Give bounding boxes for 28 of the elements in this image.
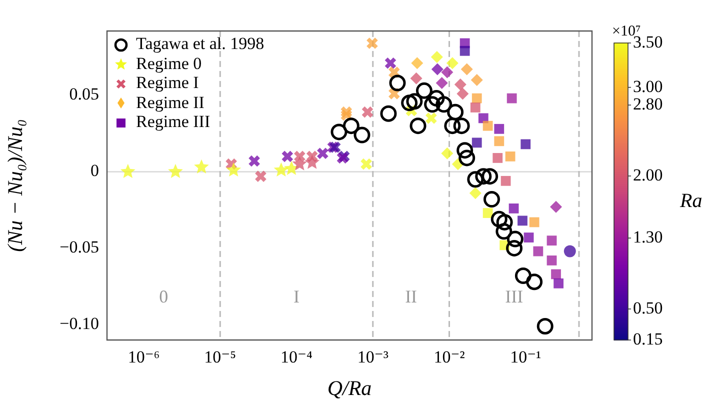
color-bar-label: 2.00 <box>633 165 663 184</box>
annotation: III <box>505 286 524 307</box>
legend-label: Regime II <box>136 92 204 112</box>
y-tick-label: 0.05 <box>69 84 99 104</box>
color-bar-label: 0.50 <box>633 298 663 318</box>
x-tick-label: 10⁻¹ <box>510 348 542 367</box>
x-tick-label: 10⁻² <box>434 348 465 367</box>
legend-label: Regime I <box>136 73 199 92</box>
x-tick-label: 10⁻⁵ <box>204 348 236 367</box>
legend-label: Regime 0 <box>136 54 202 73</box>
y-tick-label: −0.05 <box>60 238 99 257</box>
legend-label: Regime III <box>136 112 210 132</box>
color-bar-title: Ra <box>679 190 702 212</box>
legend-label: Tagawa et al. 1998 <box>136 34 264 54</box>
x-axis-title: Q/Ra <box>327 376 372 400</box>
color-bar-label: 3.00 <box>633 76 663 96</box>
annotation: II <box>405 286 418 307</box>
x-tick-label: 10⁻⁶ <box>128 348 160 367</box>
y-tick-label: 0 <box>90 161 99 180</box>
y-tick-label: −0.10 <box>60 314 99 334</box>
color-bar-label: 0.15 <box>633 329 663 348</box>
x-tick-label: 10⁻³ <box>357 348 388 367</box>
y-axis-title: (Nu − Nu₀)/Nu₀ <box>3 119 28 252</box>
annotation: 0 <box>159 286 168 307</box>
color-bar-label: 2.80 <box>633 94 663 114</box>
x-tick-label: 10⁻⁴ <box>280 348 313 367</box>
color-bar-label: 1.30 <box>633 228 663 247</box>
annotation: I <box>294 286 300 307</box>
